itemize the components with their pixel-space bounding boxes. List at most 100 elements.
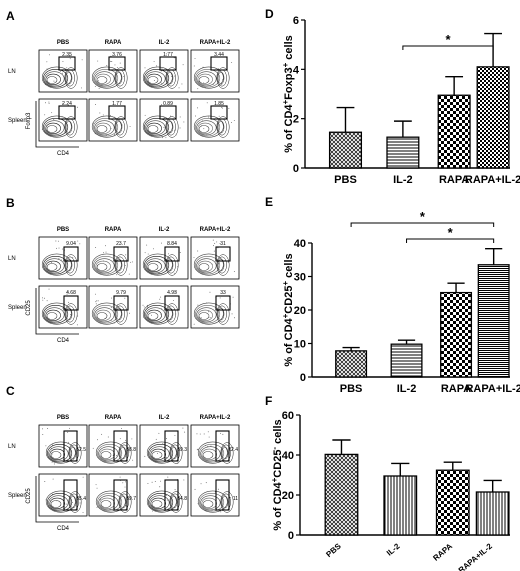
event-dot bbox=[110, 115, 111, 117]
bar bbox=[437, 94, 471, 169]
event-dot bbox=[195, 115, 196, 117]
event-dot bbox=[160, 296, 162, 298]
density-contour bbox=[45, 490, 76, 513]
gate-value: 9.04 bbox=[66, 241, 76, 247]
density-contour bbox=[150, 448, 166, 461]
density-contour bbox=[98, 446, 119, 462]
gate-value: 33 bbox=[220, 290, 226, 296]
density-contour bbox=[217, 305, 227, 323]
density-contour bbox=[193, 253, 224, 276]
event-dot bbox=[152, 248, 154, 250]
event-dot bbox=[166, 499, 168, 501]
event-dot bbox=[105, 135, 107, 136]
event-dot bbox=[119, 62, 121, 64]
event-dot bbox=[143, 316, 145, 318]
event-dot bbox=[201, 120, 203, 122]
gate-value: 11 bbox=[233, 496, 238, 502]
event-dot bbox=[175, 134, 177, 136]
event-dot bbox=[123, 76, 125, 77]
event-dot bbox=[97, 439, 98, 441]
event-dot bbox=[44, 102, 46, 104]
event-dot bbox=[82, 511, 84, 513]
density-contour bbox=[170, 446, 178, 460]
event-dot bbox=[82, 476, 84, 478]
gate-value: 1.77 bbox=[163, 52, 173, 58]
event-dot bbox=[99, 112, 101, 114]
event-dot bbox=[161, 308, 163, 310]
row-label: Spleen bbox=[8, 493, 27, 499]
density-contour bbox=[96, 263, 108, 271]
event-dot bbox=[194, 58, 196, 60]
density-contour bbox=[47, 444, 73, 463]
row-label: LN bbox=[8, 256, 16, 262]
event-dot bbox=[110, 128, 112, 130]
event-dot bbox=[154, 481, 156, 482]
flow-plot: 3.76 bbox=[88, 49, 138, 93]
event-dot bbox=[42, 428, 44, 430]
event-dot bbox=[106, 65, 108, 67]
event-dot bbox=[159, 298, 161, 300]
column-label: PBS bbox=[57, 415, 69, 421]
event-dot bbox=[95, 301, 97, 303]
event-dot bbox=[94, 133, 96, 135]
event-dot bbox=[96, 506, 98, 508]
density-contour bbox=[145, 71, 166, 87]
density-contour bbox=[93, 68, 119, 88]
density-contour bbox=[165, 116, 179, 138]
flow-plot: 22.4 bbox=[190, 424, 240, 468]
event-dot bbox=[92, 123, 94, 125]
gate-value: 31 bbox=[220, 241, 226, 247]
y-tick-label: 40 bbox=[282, 450, 294, 462]
category-label: IL-2 bbox=[397, 383, 417, 395]
event-dot bbox=[44, 266, 45, 268]
event-dot bbox=[220, 432, 222, 434]
event-dot bbox=[51, 461, 53, 463]
flow-plot: 9.04 bbox=[38, 236, 88, 280]
density-contour bbox=[47, 493, 73, 512]
y-axis-label: % of CD4+Foxp3+ cells bbox=[281, 35, 296, 153]
density-contour bbox=[115, 256, 125, 274]
column-label: PBS bbox=[57, 40, 69, 46]
column-label: IL-2 bbox=[159, 227, 170, 233]
category-label: RAPA bbox=[441, 383, 471, 395]
density-contour bbox=[95, 309, 111, 322]
density-contour bbox=[146, 260, 162, 273]
density-contour bbox=[43, 117, 69, 137]
event-dot bbox=[203, 128, 205, 130]
event-dot bbox=[232, 296, 234, 298]
y-tick-label: 30 bbox=[294, 272, 306, 284]
bar bbox=[335, 350, 368, 378]
y-tick-label: 0 bbox=[288, 530, 294, 542]
density-contour bbox=[119, 446, 127, 460]
event-dot bbox=[169, 115, 171, 117]
flow-plot: 2.35 bbox=[38, 49, 88, 93]
event-dot bbox=[174, 489, 176, 491]
gate-box bbox=[164, 479, 179, 511]
event-dot bbox=[76, 324, 78, 326]
event-dot bbox=[146, 304, 148, 306]
density-contour bbox=[114, 67, 128, 89]
event-dot bbox=[218, 263, 220, 265]
density-contour bbox=[216, 67, 230, 89]
significance-star: * bbox=[448, 225, 454, 240]
density-contour bbox=[148, 444, 174, 463]
density-contour bbox=[199, 444, 225, 463]
density-contour bbox=[50, 500, 62, 508]
gate-box bbox=[164, 430, 179, 462]
event-dot bbox=[116, 274, 118, 276]
panel-letter: A bbox=[6, 9, 15, 23]
bar bbox=[435, 469, 470, 536]
density-contour bbox=[114, 116, 128, 138]
density-contour bbox=[150, 497, 166, 510]
event-dot bbox=[97, 265, 98, 266]
event-dot bbox=[132, 459, 134, 461]
event-dot bbox=[121, 452, 123, 454]
gate-value: 34.8 bbox=[177, 496, 187, 502]
density-contour bbox=[93, 256, 119, 275]
density-contour bbox=[217, 256, 227, 274]
event-dot bbox=[193, 257, 195, 258]
density-contour bbox=[95, 441, 126, 464]
density-contour bbox=[45, 122, 61, 134]
density-contour bbox=[96, 76, 108, 84]
event-dot bbox=[68, 301, 69, 303]
